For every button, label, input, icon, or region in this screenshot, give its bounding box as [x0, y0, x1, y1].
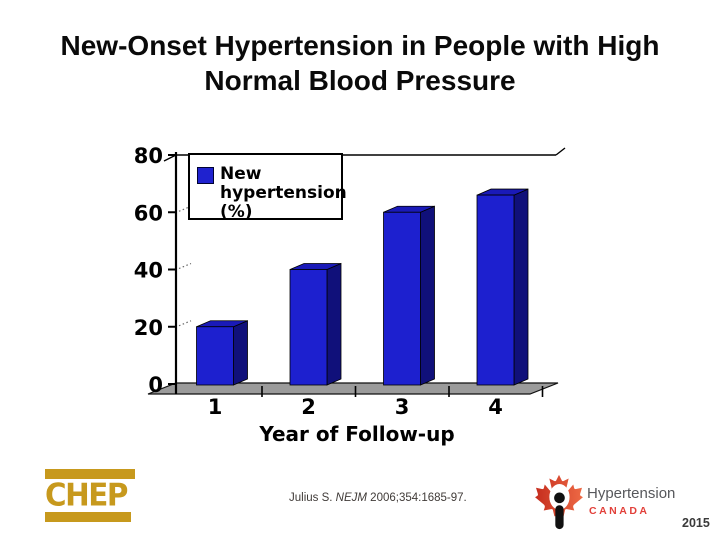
year-label: 2015: [682, 516, 710, 530]
chep-logo-text: CHEP: [45, 477, 128, 514]
y-tick-label: 20: [134, 316, 163, 340]
x-tick-label: 4: [488, 395, 503, 419]
chep-logo-bottom-bar: [45, 512, 131, 522]
y-tick-label: 40: [134, 259, 163, 283]
chep-logo: CHEP: [45, 469, 140, 522]
bar-side-face: [326, 262, 342, 386]
y-tick-label: 0: [148, 373, 163, 397]
chart-legend: New hypertension (%): [188, 153, 347, 222]
citation-pages: 2006;354:1685-97.: [366, 492, 467, 504]
maple-leaf-icon: [535, 474, 583, 530]
chart-floor: [147, 382, 559, 395]
bar: [196, 326, 234, 386]
x-axis-title: Year of Follow-up: [259, 422, 455, 446]
bar-side-face: [233, 320, 248, 386]
bar-side-face: [420, 205, 435, 386]
wall-corner-right: [555, 147, 566, 156]
x-tick-label: 1: [208, 395, 223, 419]
bar: [289, 269, 328, 386]
bar: [383, 211, 421, 386]
hypertension-canada-logo: Hypertension CANADA: [529, 468, 714, 534]
y-tick-label: 80: [134, 144, 163, 168]
citation: Julius S. NEJM 2006;354:1685-97.: [289, 492, 467, 504]
depth-gridline-stub: [178, 262, 192, 270]
hypertension-canada-country: CANADA: [589, 505, 650, 517]
bar-side-face: [513, 188, 529, 386]
legend-label: New hypertension (%): [220, 164, 347, 222]
hypertension-canada-name: Hypertension: [587, 485, 676, 502]
bar: [476, 194, 515, 386]
x-tick-label: 2: [301, 395, 316, 419]
x-tick-label: 3: [395, 395, 410, 419]
chep-logo-top-bar: [45, 469, 135, 479]
page-title: New-Onset Hypertension in People with Hi…: [60, 30, 660, 96]
citation-journal: NEJM: [335, 492, 367, 504]
citation-author: Julius S.: [289, 492, 336, 504]
depth-gridline-stub: [178, 320, 192, 327]
legend-swatch-icon: [197, 167, 214, 184]
y-tick-label: 60: [134, 201, 163, 225]
